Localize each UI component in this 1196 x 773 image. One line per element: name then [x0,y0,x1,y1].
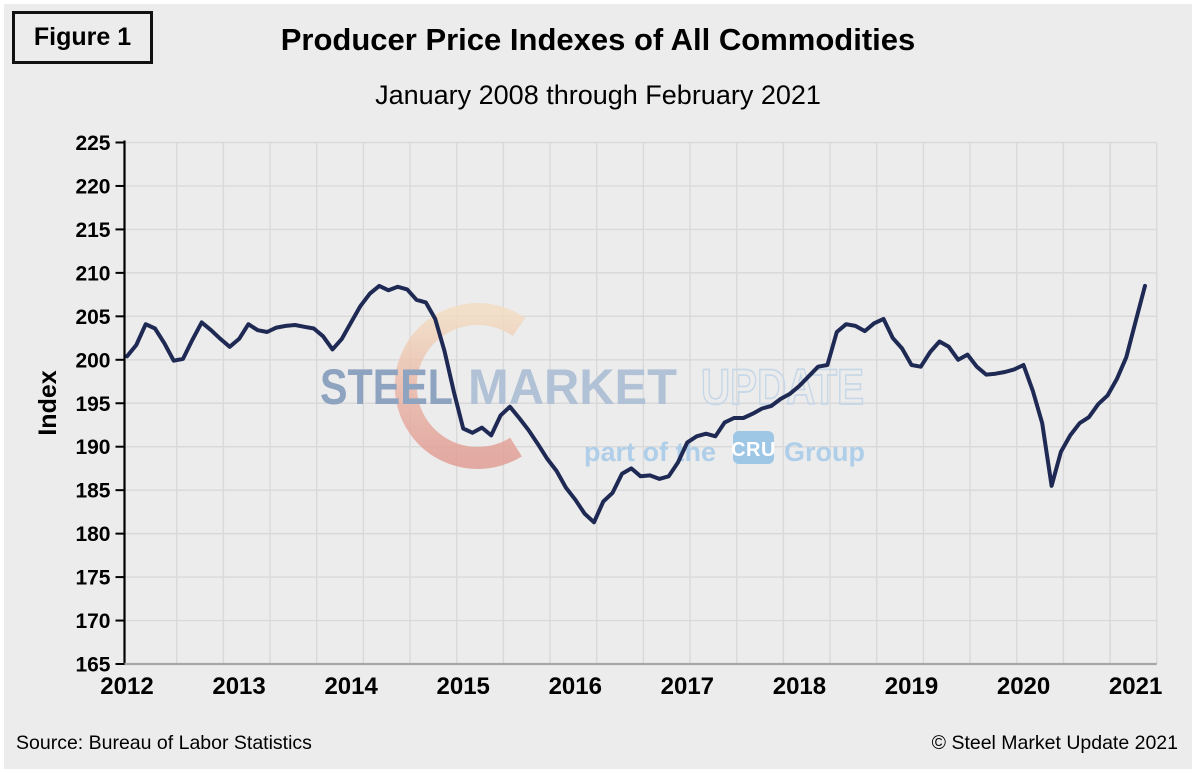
x-year-label: 2017 [661,673,714,700]
x-year-label: 2013 [212,673,265,700]
y-tick-label: 220 [75,175,110,198]
copyright-note: © Steel Market Update 2021 [931,732,1178,754]
y-tick-label: 210 [75,262,110,285]
y-tick-label: 180 [75,523,110,546]
y-tick-label: 185 [75,480,110,503]
x-year-label: 2021 [1109,673,1162,700]
x-year-label: 2016 [549,673,602,700]
figure-label-box: Figure 1 [12,11,153,64]
x-year-label: 2012 [100,673,153,700]
y-tick-label: 170 [75,610,110,633]
watermark-word-update: UPDATE [701,359,864,415]
y-tick-label: 225 [75,132,110,155]
y-tick-label: 200 [75,349,110,372]
y-tick-label: 175 [75,567,110,590]
watermark-swoosh-icon [394,303,526,469]
watermark-tagline-suffix: Group [784,437,865,467]
x-year-label: 2014 [324,673,378,700]
watermark-word-steel: STEEL [320,359,453,415]
watermark-cru-badge-label: CRU [731,439,776,461]
x-year-label: 2019 [885,673,938,700]
y-tick-label: 165 [75,654,110,677]
y-tick-label: 205 [75,306,110,329]
y-tick-label: 195 [75,393,110,416]
data-line-ppi [125,283,1147,525]
page-title: Producer Price Indexes of All Commoditie… [280,22,916,57]
watermark-tagline-prefix: part of the [584,437,716,467]
figure-label: Figure 1 [33,23,132,51]
x-year-label: 2015 [437,673,490,700]
watermark-word-market: MARKET [468,359,677,415]
y-axis-title: Index [34,370,62,435]
watermark-cru-badge [733,431,774,464]
source-note: Source: Bureau of Labor Statistics [16,732,312,754]
y-tick-label: 190 [75,436,110,459]
x-year-label: 2020 [997,673,1050,700]
x-year-label: 2018 [773,673,826,700]
y-tick-label: 215 [75,219,110,242]
page-subtitle: January 2008 through February 2021 [375,80,821,110]
